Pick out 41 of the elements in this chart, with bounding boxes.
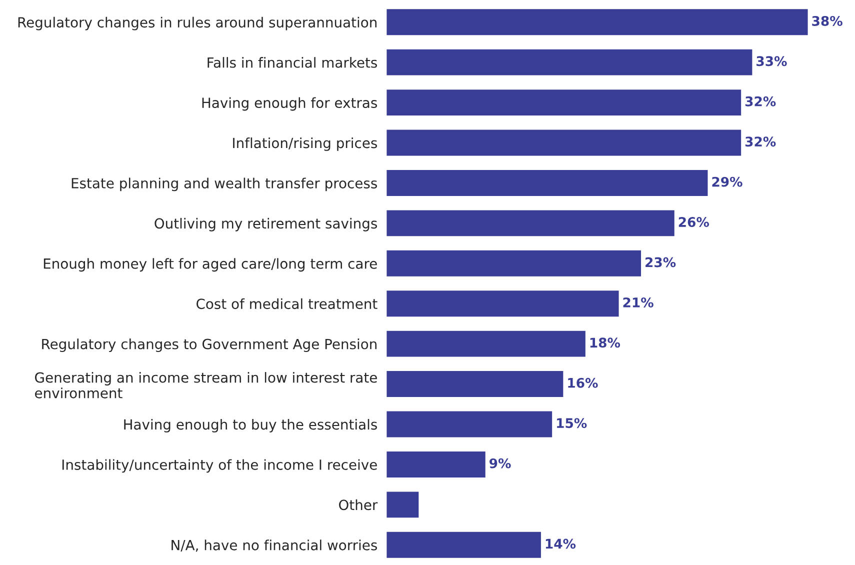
data-label: 16% (568, 378, 598, 388)
y-tick-label: Having enough to buy the essentials (124, 418, 377, 432)
data-label: 26% (678, 217, 710, 228)
y-tick-label: N/A, have no financial worries (172, 540, 377, 552)
y-tick-label: Regulatory changes in rules around superannuation (18, 16, 376, 30)
bar (386, 289, 620, 318)
y-tick-label: Generating an income stream in low interest rate environment (35, 372, 377, 398)
y-tick-label: Inflation/rising prices (233, 137, 377, 151)
data-label: 21% (623, 297, 654, 308)
y-tick-label: Estate planning and wealth transfer process (72, 178, 377, 192)
bar (386, 490, 420, 520)
bar (386, 249, 642, 278)
data-label: 15% (557, 418, 587, 428)
y-tick-label: Falls in financial markets (208, 57, 377, 68)
data-label: 23% (646, 257, 676, 268)
y-tick-label: Instability/uncertainty of the income I receive (62, 459, 377, 473)
y-tick-label: Other (339, 499, 378, 510)
bar (386, 370, 565, 398)
bar (386, 128, 742, 158)
bar (386, 410, 554, 439)
bar (386, 8, 810, 36)
data-label: 29% (712, 176, 742, 187)
bar (386, 530, 542, 560)
y-tick-label: Enough money left for aged care/long term care (44, 258, 377, 272)
bar (386, 329, 587, 358)
data-label: 14% (546, 538, 576, 549)
data-label: 18% (590, 338, 620, 348)
bar (386, 168, 710, 198)
y-tick-label: Outliving my retirement savings (154, 218, 377, 232)
y-tick-label: Regulatory changes to Government Age Pension (42, 338, 376, 352)
data-label: 33% (756, 56, 787, 66)
data-label: 9% (490, 458, 511, 468)
y-tick-label: Having enough for extras (202, 97, 377, 111)
data-label: 38% (812, 16, 842, 26)
bar (386, 88, 742, 117)
y-tick-label: Cost of medical treatment (196, 298, 378, 310)
bar (386, 450, 487, 479)
data-label: 32% (745, 136, 776, 147)
bar (386, 208, 676, 238)
data-label: 32% (745, 96, 776, 106)
bar (386, 48, 754, 77)
